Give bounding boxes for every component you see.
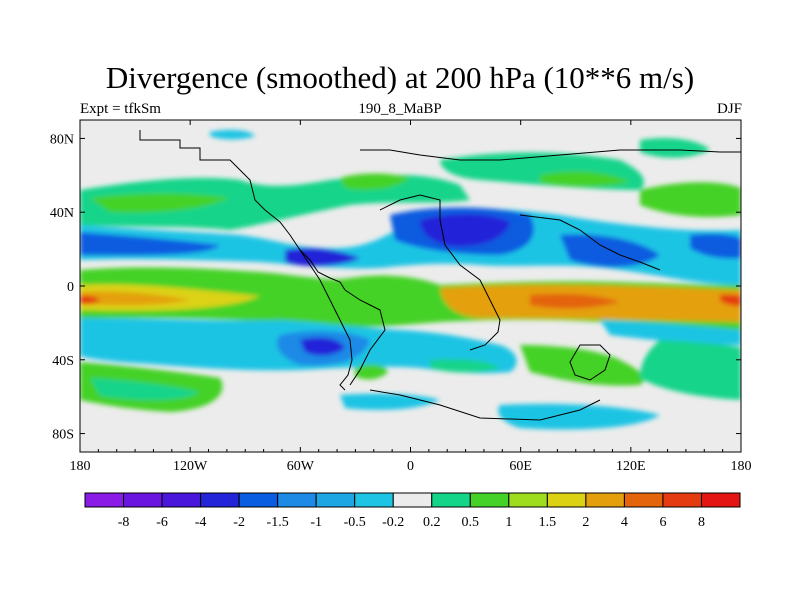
colorbar-label: 8 bbox=[698, 515, 705, 530]
field-region-e-pacific-core bbox=[80, 291, 190, 306]
field-region-asia-neg-core bbox=[420, 214, 510, 247]
colorbar-label: -1.5 bbox=[267, 515, 289, 530]
map-title: Divergence (smoothed) at 200 hPa (10**6 … bbox=[105, 60, 695, 95]
coastline-africa bbox=[379, 194, 501, 351]
colorbar-label: -0.2 bbox=[382, 515, 404, 530]
field-region-n-band-core bbox=[90, 193, 230, 213]
field-region-antarctic-neg-a bbox=[340, 393, 440, 410]
x-tick-label: 60E bbox=[509, 459, 532, 474]
x-tick-label: 120W bbox=[173, 459, 208, 474]
colorbar-box bbox=[238, 492, 279, 508]
y-tick-label: 80S bbox=[52, 428, 74, 443]
x-axis: 180 120W 60W 0 60E 120E 180 bbox=[70, 120, 752, 474]
y-tick-label: 80N bbox=[50, 132, 74, 147]
colorbar: -8 -6 -4 -2 -1.5 -1 -0.5 -0.2 0.2 0.5 1 1.5 2 4 6 8 bbox=[84, 492, 741, 530]
field-region-s-pacific-neg bbox=[600, 320, 741, 345]
colorbar-box bbox=[84, 492, 125, 508]
field-region-india-neg bbox=[560, 234, 660, 267]
x-tick-label: 180 bbox=[70, 459, 91, 474]
colorbar-label: -4 bbox=[195, 515, 207, 530]
colorbar-box bbox=[354, 492, 394, 508]
field-region-s-america-core bbox=[300, 337, 345, 356]
season-label: DJF bbox=[716, 101, 742, 117]
run-label: 190_8_MaBP bbox=[358, 101, 442, 117]
colorbar-label: -0.5 bbox=[344, 515, 366, 530]
colorbar-label: 1.5 bbox=[539, 515, 557, 530]
colorbar-label: 2 bbox=[582, 515, 589, 530]
field-region-n-pacific-neg bbox=[80, 232, 220, 256]
y-axis: 80N 40N 0 40S 80S bbox=[50, 132, 741, 443]
colorbar-box bbox=[277, 492, 317, 508]
colorbar-box bbox=[508, 492, 548, 508]
coastline-antarctica bbox=[369, 389, 601, 421]
coastline-south-america-west bbox=[299, 249, 353, 391]
field-region-arctic-neg bbox=[210, 129, 255, 140]
colorbar-box bbox=[315, 492, 356, 508]
field-region-dateline-pos bbox=[720, 294, 741, 306]
field-region-s-australia-pos bbox=[640, 340, 741, 400]
map-field bbox=[80, 120, 741, 452]
field-region-indian-ocean-core bbox=[530, 293, 620, 309]
colorbar-box bbox=[546, 492, 587, 508]
coastline-eurasia-north bbox=[360, 149, 741, 161]
y-tick-label: 40S bbox=[52, 354, 74, 369]
coastlines bbox=[139, 130, 741, 421]
colorbar-label: 0.5 bbox=[462, 515, 480, 530]
field-region-n-atlantic bbox=[340, 173, 410, 190]
colorbar-box bbox=[469, 492, 510, 508]
colorbar-box bbox=[585, 492, 625, 508]
field-region-gulf-neg bbox=[285, 247, 360, 267]
colorbar-box bbox=[431, 492, 471, 508]
coastline-north-america bbox=[139, 130, 346, 291]
colorbar-box bbox=[200, 492, 240, 508]
x-tick-label: 180 bbox=[731, 459, 752, 474]
colorbar-label: 6 bbox=[659, 515, 666, 530]
field-region-s-africa-pos bbox=[430, 359, 500, 373]
field-region-w-pacific-neg bbox=[690, 233, 741, 259]
colorbar-label: 0.2 bbox=[423, 515, 441, 530]
x-tick-label: 0 bbox=[407, 459, 414, 474]
x-tick-label: 120E bbox=[616, 459, 646, 474]
field-region-s-pacific-pos-inner bbox=[90, 378, 200, 401]
colorbar-box bbox=[161, 492, 202, 508]
colorbar-box bbox=[392, 492, 433, 508]
field-region-n-asia-core bbox=[540, 171, 630, 187]
colorbar-label: -1 bbox=[310, 515, 322, 530]
y-tick-label: 40N bbox=[50, 206, 74, 221]
colorbar-box bbox=[123, 492, 163, 508]
colorbar-box bbox=[662, 492, 702, 508]
coastline-south-america-east bbox=[344, 289, 386, 386]
colorbar-label: -6 bbox=[156, 515, 168, 530]
colorbar-label: -2 bbox=[233, 515, 245, 530]
field-region-n-pacific-east bbox=[640, 182, 741, 217]
field-region-arctic bbox=[640, 138, 710, 158]
field-region-s-atlantic-pos bbox=[355, 364, 388, 380]
y-tick-label: 0 bbox=[67, 280, 74, 295]
coastline-south-asia bbox=[519, 214, 661, 271]
field-region-s-indian-pos bbox=[520, 345, 644, 386]
colorbar-label: 4 bbox=[621, 515, 628, 530]
colorbar-box bbox=[623, 492, 664, 508]
colorbar-box bbox=[700, 492, 741, 508]
coastline-australia bbox=[569, 344, 611, 381]
colorbar-label: -8 bbox=[118, 515, 130, 530]
x-tick-label: 60W bbox=[287, 459, 315, 474]
field-region-antarctic-neg-b bbox=[498, 403, 660, 430]
field-region-dateline-pos-west bbox=[80, 295, 100, 305]
experiment-label: Expt = tfkSm bbox=[80, 101, 161, 117]
colorbar-label: 1 bbox=[505, 515, 512, 530]
